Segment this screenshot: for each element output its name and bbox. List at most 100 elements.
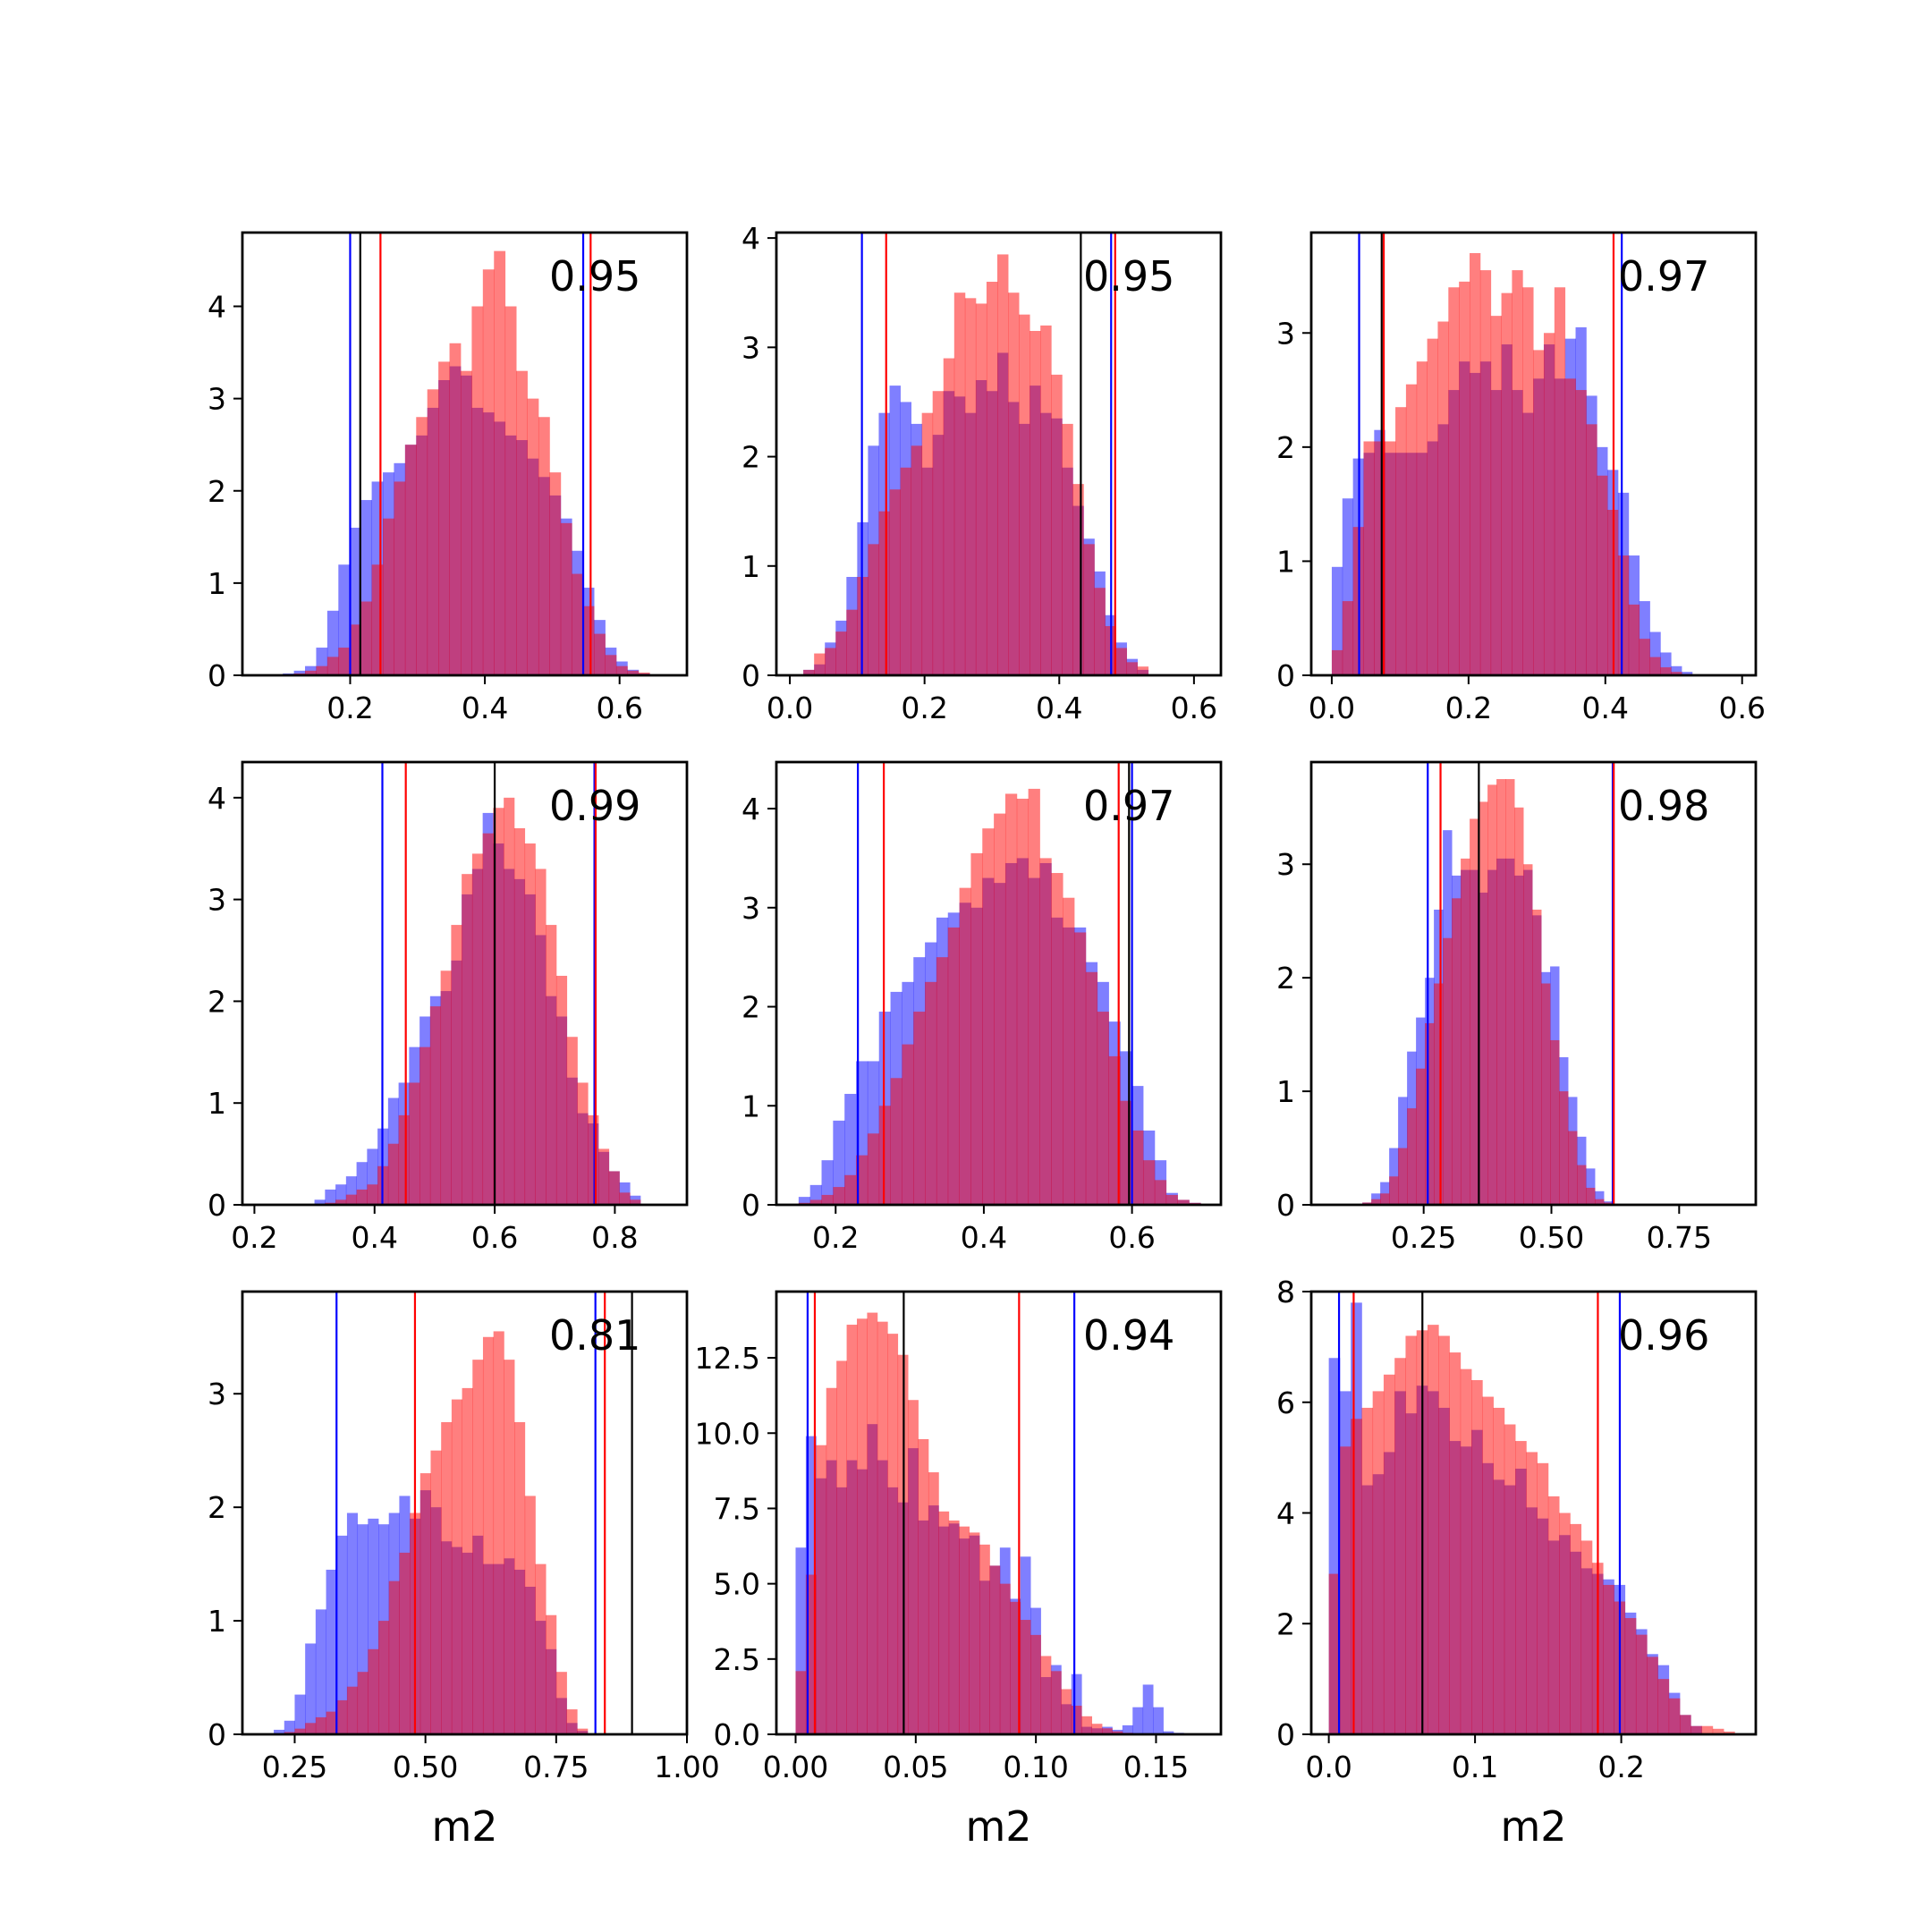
- posterior-bar: [918, 1439, 929, 1734]
- posterior-bar: [449, 343, 462, 675]
- posterior-bar: [1471, 1380, 1483, 1734]
- axes-frame: [241, 1290, 689, 1736]
- posterior-bar: [577, 1082, 589, 1205]
- plot-area: [314, 762, 641, 1205]
- posterior-bar: [1482, 1396, 1494, 1734]
- y-tick-label: 1: [741, 1089, 760, 1123]
- posterior-bar: [986, 282, 998, 675]
- posterior-bar: [535, 869, 547, 1205]
- posterior-bar: [1660, 667, 1672, 675]
- x-tick-label: 0.4: [961, 1220, 1007, 1255]
- posterior-bar: [419, 1473, 431, 1734]
- posterior-bar: [572, 573, 584, 675]
- posterior-bar: [345, 1194, 357, 1205]
- y-tick-label: 0: [208, 1188, 226, 1223]
- posterior-bar: [1131, 1130, 1144, 1205]
- posterior-bar: [1328, 1573, 1341, 1734]
- posterior-bar: [1083, 544, 1095, 675]
- posterior-bar: [1061, 1689, 1072, 1734]
- posterior-bar: [1389, 1176, 1399, 1205]
- prior-bar: [284, 1720, 295, 1734]
- posterior-bar: [1493, 1407, 1505, 1734]
- x-tick-label: 0.50: [393, 1750, 458, 1784]
- plot-area: [283, 233, 650, 675]
- posterior-bar: [1434, 983, 1444, 1205]
- posterior-bar: [1115, 648, 1127, 675]
- posterior-bar: [462, 874, 473, 1205]
- y-tick-label: 0: [1276, 658, 1295, 693]
- posterior-bar: [1460, 1368, 1472, 1734]
- axes-frame: [1309, 760, 1758, 1207]
- posterior-bar: [462, 1387, 473, 1734]
- x-tick-label: 0.6: [1718, 691, 1765, 725]
- posterior-bar: [1071, 1706, 1082, 1734]
- posterior-bar: [825, 648, 836, 675]
- posterior-bar: [1570, 1523, 1582, 1734]
- subplot-2: 0.0 0.2 0.4 0.6 0 1 2 3 4 0.95: [741, 221, 1223, 725]
- posterior-bar: [1554, 287, 1566, 675]
- posterior-bar: [1668, 1698, 1681, 1734]
- posterior-bar: [460, 370, 472, 675]
- correlation-label: 0.95: [549, 252, 640, 301]
- posterior-bar: [878, 1106, 891, 1205]
- posterior-bar: [1526, 1452, 1538, 1734]
- prior-bar: [1122, 1724, 1133, 1734]
- posterior-bar: [326, 1711, 337, 1734]
- posterior-bar: [1690, 1725, 1702, 1734]
- prior-bar: [274, 1729, 285, 1734]
- posterior-bar: [1351, 1419, 1362, 1734]
- posterior-bar: [1470, 818, 1479, 1205]
- posterior-bar: [527, 398, 539, 675]
- posterior-histogram: [293, 250, 650, 675]
- posterior-bar: [1595, 1199, 1605, 1205]
- prior-bar: [1671, 665, 1682, 675]
- posterior-bar: [471, 306, 484, 675]
- posterior-bar: [482, 1336, 495, 1734]
- y-tick-label: 12.5: [695, 1341, 760, 1376]
- posterior-bar: [1512, 270, 1523, 675]
- y-tick-label: 0.0: [714, 1717, 760, 1752]
- posterior-bar: [1568, 1131, 1578, 1205]
- posterior-bar: [1040, 325, 1052, 675]
- posterior-bar: [1394, 1358, 1406, 1734]
- posterior-bar: [1496, 779, 1506, 1205]
- posterior-bar: [493, 808, 504, 1205]
- posterior-bar: [1165, 1194, 1178, 1205]
- subplot-4: 0.2 0.4 0.6 0.8 0 1 2 3 4 0.99: [208, 760, 689, 1255]
- plot-area: [803, 233, 1149, 675]
- x-axis-label: m2: [1500, 1802, 1566, 1851]
- subplot-7: 0.25 0.50 0.75 1.00 0 1 2 3 0.81 m2: [208, 1290, 720, 1851]
- y-tick-label: 1: [208, 566, 226, 601]
- posterior-bar: [399, 1552, 411, 1734]
- x-tick-label: 0.2: [901, 691, 947, 725]
- posterior-bar: [349, 624, 361, 675]
- axes-frame: [241, 760, 689, 1207]
- prior-bar: [293, 670, 306, 675]
- posterior-bar: [938, 1511, 950, 1734]
- posterior-bar: [1004, 793, 1018, 1205]
- correlation-label: 0.97: [1618, 252, 1709, 301]
- prior-bar: [1586, 1168, 1596, 1205]
- x-tick-label: 0.1: [1452, 1750, 1498, 1784]
- y-tick-label: 1: [1276, 1074, 1295, 1109]
- posterior-bar: [1724, 1731, 1735, 1734]
- posterior-bar: [1427, 1325, 1439, 1734]
- x-tick-label: 0.6: [1108, 1220, 1155, 1255]
- posterior-bar: [394, 481, 406, 675]
- posterior-bar: [566, 1709, 578, 1734]
- posterior-bar: [1372, 1391, 1385, 1734]
- posterior-bar: [336, 1699, 348, 1734]
- posterior-bar: [1543, 333, 1555, 675]
- posterior-bar: [1487, 784, 1497, 1205]
- y-tick-label: 0: [741, 658, 760, 693]
- posterior-bar: [913, 1012, 926, 1205]
- posterior-bar: [826, 1387, 837, 1734]
- posterior-bar: [1063, 897, 1075, 1205]
- posterior-bar: [1679, 1715, 1691, 1734]
- correlation-label: 0.81: [549, 1311, 640, 1360]
- posterior-bar: [387, 1143, 400, 1205]
- prior-bar: [833, 1120, 845, 1205]
- posterior-bar: [1449, 1352, 1462, 1734]
- posterior-bar: [947, 927, 960, 1205]
- posterior-histogram: [284, 1331, 589, 1734]
